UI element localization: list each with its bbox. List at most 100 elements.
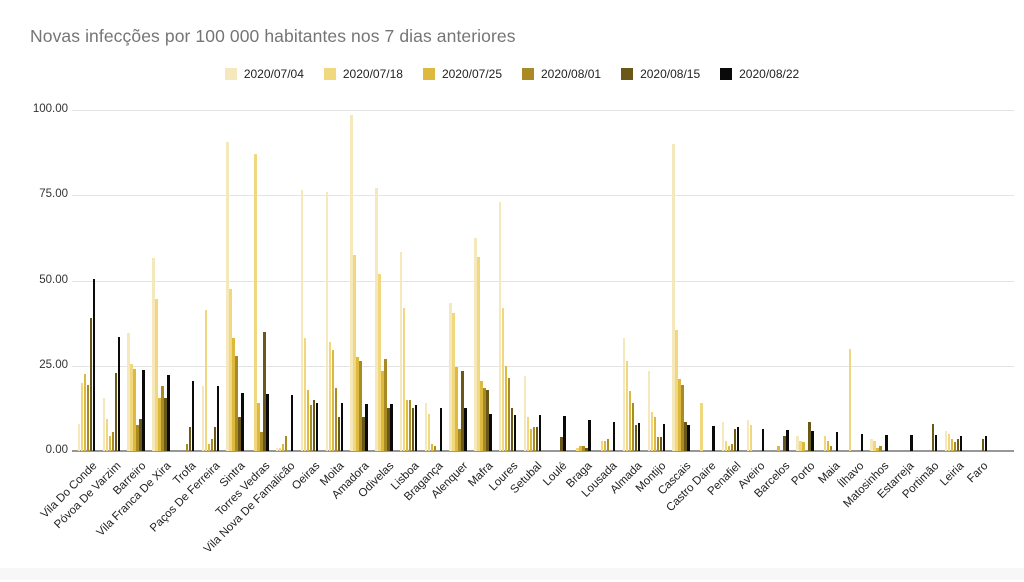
bar[interactable] <box>232 338 235 451</box>
bar[interactable] <box>585 447 588 451</box>
bar[interactable] <box>684 422 687 451</box>
bar[interactable] <box>185 444 189 451</box>
bar[interactable] <box>275 447 279 451</box>
bar[interactable] <box>606 439 610 451</box>
bar[interactable] <box>387 408 390 451</box>
bar[interactable] <box>226 142 229 451</box>
bar[interactable] <box>600 440 604 451</box>
bar[interactable] <box>628 391 632 451</box>
bar[interactable] <box>486 389 489 451</box>
bar[interactable] <box>777 445 780 451</box>
bar[interactable] <box>733 428 737 451</box>
bar[interactable] <box>405 399 409 451</box>
bar[interactable] <box>86 384 90 451</box>
bar[interactable] <box>378 273 381 451</box>
bar[interactable] <box>414 404 418 451</box>
bar[interactable] <box>315 402 319 451</box>
bar[interactable] <box>92 278 96 451</box>
bar[interactable] <box>981 439 985 451</box>
bar[interactable] <box>161 386 164 451</box>
bar[interactable] <box>340 402 343 451</box>
bar[interactable] <box>931 423 935 451</box>
bar[interactable] <box>381 370 384 451</box>
bar[interactable] <box>538 415 542 451</box>
bar[interactable] <box>325 191 328 451</box>
bar[interactable] <box>108 435 112 451</box>
bar[interactable] <box>290 395 294 451</box>
bar[interactable] <box>155 299 158 451</box>
bar[interactable] <box>213 427 217 451</box>
bar[interactable] <box>823 435 827 451</box>
bar[interactable] <box>235 355 238 451</box>
bar[interactable] <box>637 423 641 451</box>
bar[interactable] <box>910 434 913 451</box>
bar[interactable] <box>700 403 703 451</box>
bar[interactable] <box>647 370 650 451</box>
bar[interactable] <box>498 202 502 451</box>
bar[interactable] <box>201 386 205 451</box>
bar[interactable] <box>576 447 579 451</box>
bar[interactable] <box>139 418 142 451</box>
bar[interactable] <box>433 445 437 451</box>
bar[interactable] <box>480 381 483 451</box>
bar[interactable] <box>829 445 833 451</box>
bar[interactable] <box>653 416 656 451</box>
bar[interactable] <box>207 444 211 451</box>
bar[interactable] <box>588 420 591 451</box>
bar[interactable] <box>885 434 888 451</box>
bar[interactable] <box>254 154 257 451</box>
bar[interactable] <box>727 445 731 451</box>
bar[interactable] <box>105 418 109 451</box>
bar[interactable] <box>749 425 753 451</box>
bar[interactable] <box>826 440 830 451</box>
bar[interactable] <box>529 428 533 451</box>
bar[interactable] <box>263 331 266 451</box>
bar[interactable] <box>430 444 434 451</box>
bar[interactable] <box>860 434 864 451</box>
bar[interactable] <box>167 374 170 451</box>
bar[interactable] <box>83 374 87 451</box>
bar[interactable] <box>399 251 403 451</box>
bar[interactable] <box>461 370 464 451</box>
bar[interactable] <box>934 435 938 451</box>
bar[interactable] <box>873 440 876 451</box>
bar[interactable] <box>408 399 412 451</box>
bar[interactable] <box>284 435 288 451</box>
bar[interactable] <box>678 379 681 451</box>
bar[interactable] <box>216 386 220 451</box>
bar[interactable] <box>117 337 121 451</box>
bar[interactable] <box>513 414 517 451</box>
bar[interactable] <box>229 289 232 451</box>
bar[interactable] <box>306 389 310 451</box>
bar[interactable] <box>786 429 789 451</box>
bar[interactable] <box>984 436 988 451</box>
bar[interactable] <box>687 425 690 451</box>
bar[interactable] <box>879 445 882 451</box>
bar[interactable] <box>241 393 244 451</box>
bar[interactable] <box>736 427 740 451</box>
bar[interactable] <box>603 440 607 451</box>
bar[interactable] <box>947 433 951 451</box>
bar[interactable] <box>114 372 118 451</box>
bar[interactable] <box>424 403 428 451</box>
bar[interactable] <box>474 237 477 451</box>
bar[interactable] <box>464 408 467 451</box>
bar[interactable] <box>675 329 678 451</box>
bar[interactable] <box>102 398 106 451</box>
bar[interactable] <box>164 398 167 451</box>
bar[interactable] <box>489 413 492 451</box>
bar[interactable] <box>328 341 331 451</box>
bar[interactable] <box>281 444 285 451</box>
bar[interactable] <box>362 416 365 451</box>
bar[interactable] <box>210 439 214 451</box>
bar[interactable] <box>350 115 353 451</box>
bar[interactable] <box>266 394 269 451</box>
bar[interactable] <box>579 445 582 451</box>
bar[interactable] <box>712 426 715 451</box>
bar[interactable] <box>238 416 241 451</box>
bar[interactable] <box>848 348 852 451</box>
bar[interactable] <box>337 416 340 451</box>
bar[interactable] <box>681 384 684 451</box>
bar[interactable] <box>504 365 508 451</box>
bar[interactable] <box>439 408 443 451</box>
